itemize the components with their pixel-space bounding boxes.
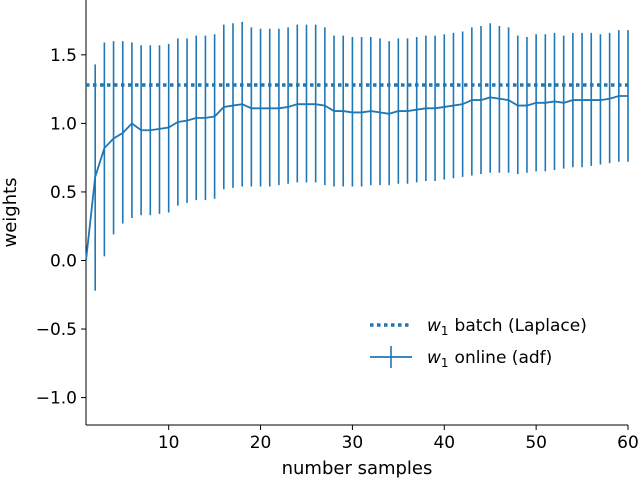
legend: w1 batch (Laplace) w1 online (adf) (370, 316, 587, 370)
y-tick-label: −1.0 (36, 389, 77, 409)
x-tick-label: 60 (617, 433, 639, 453)
legend-label-online: w1 online (adf) (427, 348, 552, 370)
legend-name-batch: batch (Laplace) (455, 316, 587, 336)
series-layer (85, 83, 628, 261)
legend-name-online: online (adf) (455, 348, 553, 368)
y-tick-label: −0.5 (36, 320, 77, 340)
x-tick-label: 20 (250, 433, 272, 453)
y-tick-label: 1.5 (50, 46, 77, 66)
ticks-layer: 10 20 30 40 50 60 −1.0 −0.5 0.0 0.5 1.0 1.5 (36, 46, 639, 453)
x-tick-label: 10 (158, 433, 180, 453)
legend-subscript-batch: 1 (441, 324, 449, 338)
x-tick-label: 40 (433, 433, 455, 453)
legend-label-batch: w1 batch (Laplace) (427, 316, 587, 338)
axes-layer (85, 0, 628, 426)
x-tick-label: 50 (525, 433, 547, 453)
x-tick-label: 30 (342, 433, 364, 453)
x-axis-title: number samples (282, 458, 433, 479)
y-tick-label: 0.0 (50, 251, 77, 271)
y-tick-label: 0.5 (50, 183, 77, 203)
legend-symbol-batch: w (427, 316, 441, 336)
y-axis-title: weights (0, 177, 21, 247)
series-line-online (85, 95, 628, 261)
legend-subscript-online: 1 (441, 356, 449, 370)
legend-symbol-online: w (427, 348, 441, 368)
errorbar-layer (94, 21, 629, 291)
y-tick-label: 1.0 (50, 114, 77, 134)
